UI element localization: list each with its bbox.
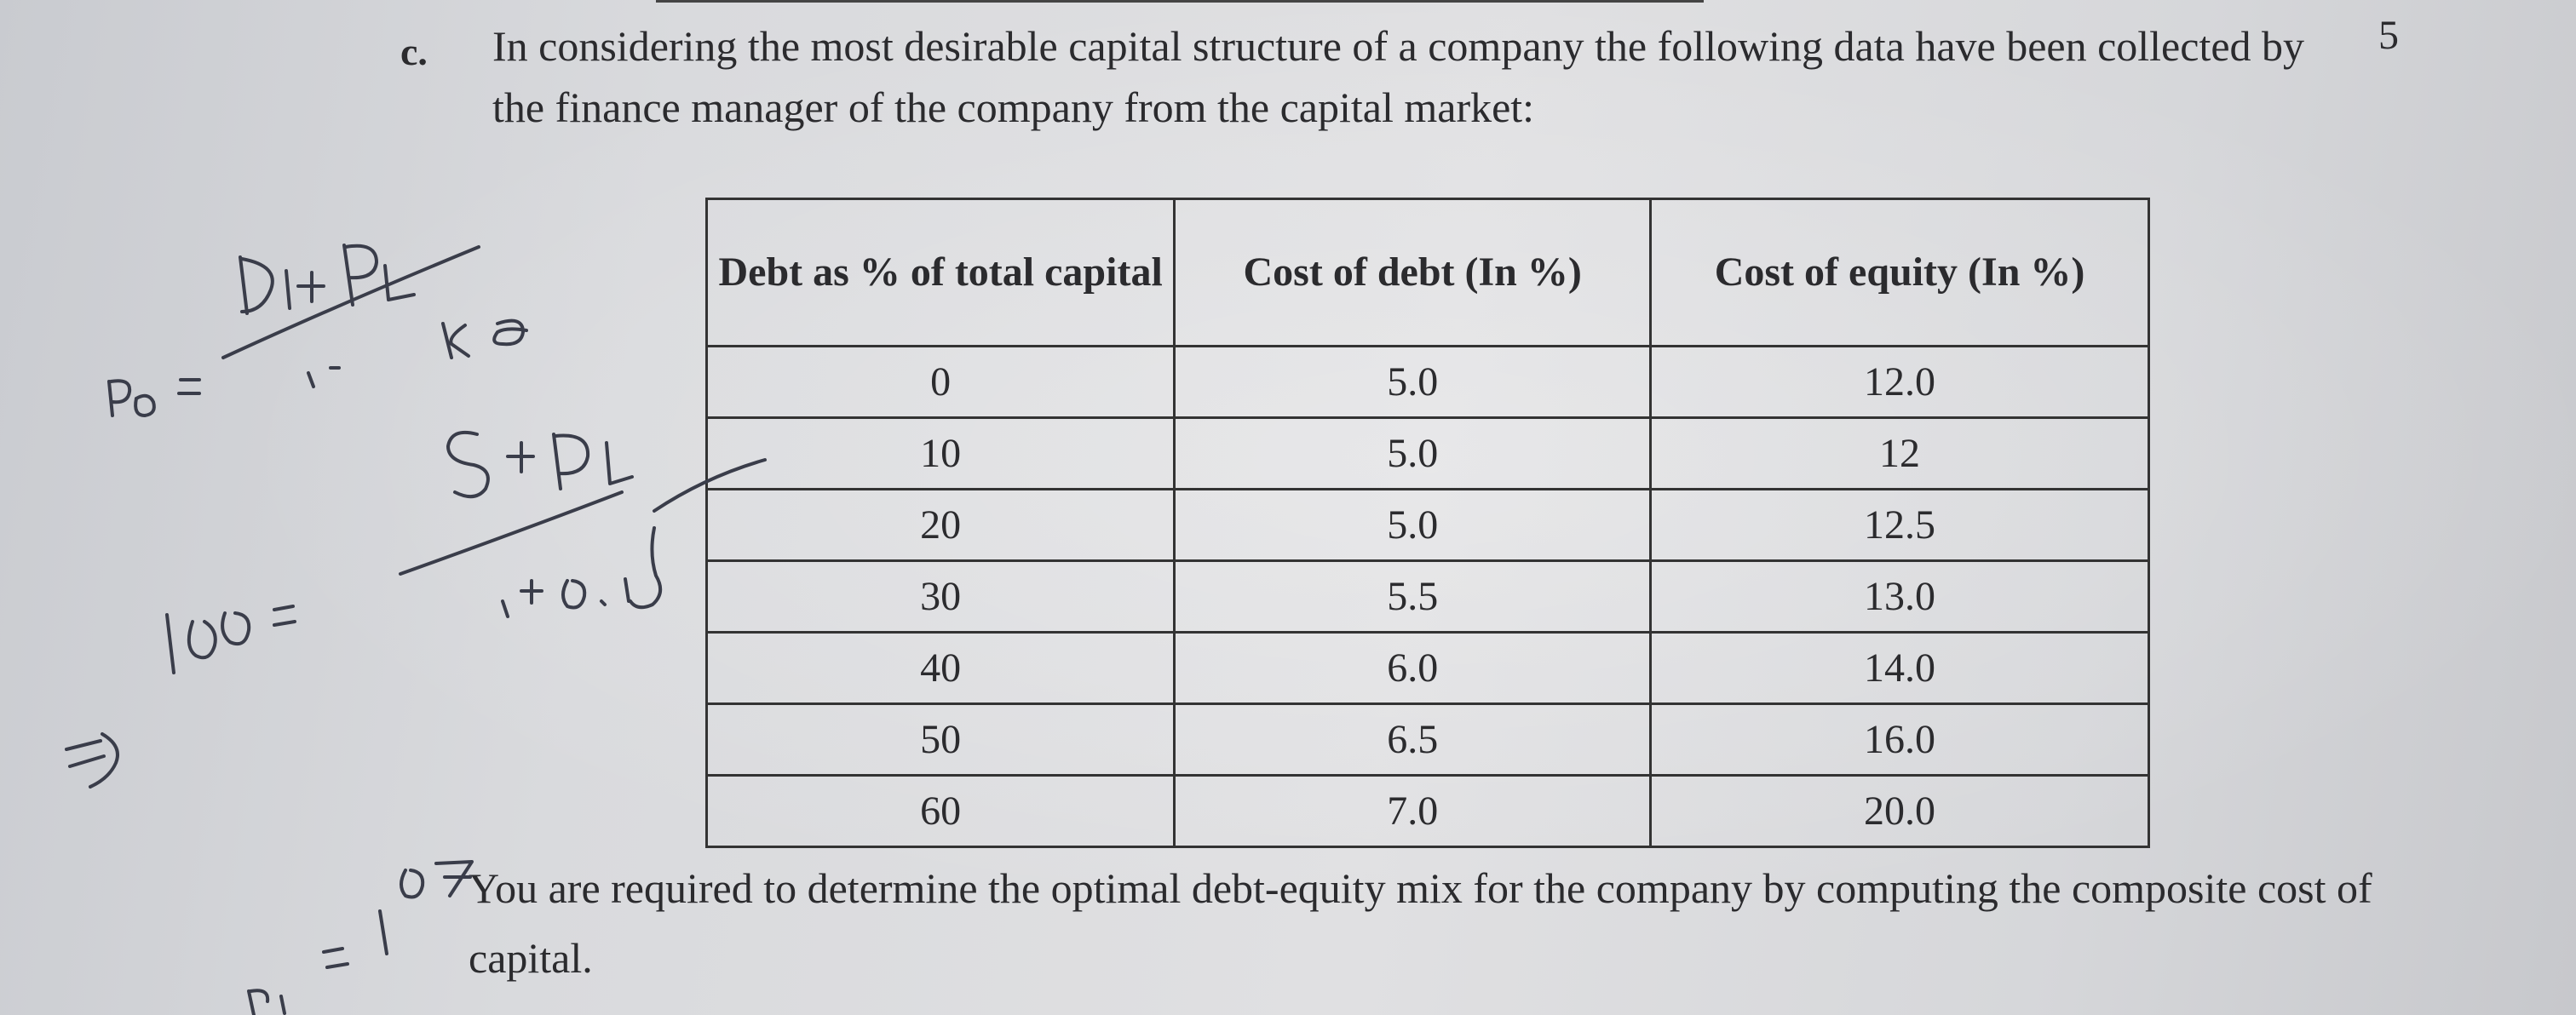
cell-cost-of-equity: 12.5 [1649,488,2150,562]
top-rule [656,0,1704,3]
question-intro: In considering the most desirable capita… [492,22,2305,131]
cell-cost-of-equity: 13.0 [1649,559,2150,634]
table-row: 60 7.0 20.0 [704,774,2150,848]
header-debt-percent: Debt as % of total capital [704,198,1176,347]
capital-structure-table: Debt as % of total capital Cost of debt … [704,198,2150,848]
table-row: 0 5.0 12.0 [704,345,2150,419]
cell-cost-of-equity: 16.0 [1649,702,2150,777]
cell-debt-percent: 30 [704,559,1176,634]
header-cost-of-debt: Cost of debt (In %) [1173,198,1653,347]
cell-cost-of-debt: 5.0 [1173,416,1653,490]
table-row: 30 5.5 13.0 [704,559,2150,634]
cell-debt-percent: 50 [704,702,1176,777]
table-row: 50 6.5 16.0 [704,702,2150,777]
question-requirement: You are required to determine the optima… [469,864,2372,982]
table-row: 10 5.0 12 [704,416,2150,490]
cell-debt-percent: 60 [704,774,1176,848]
table-row: 20 5.0 12.5 [704,488,2150,562]
question-label: c. [400,30,428,73]
cell-cost-of-debt: 6.5 [1173,702,1653,777]
cell-debt-percent: 20 [704,488,1176,562]
cell-cost-of-equity: 14.0 [1649,631,2150,705]
cell-cost-of-debt: 5.0 [1173,488,1653,562]
cell-cost-of-debt: 5.5 [1173,559,1653,634]
cell-debt-percent: 40 [704,631,1176,705]
table-header-row: Debt as % of total capital Cost of debt … [704,198,2150,347]
cell-cost-of-equity: 20.0 [1649,774,2150,848]
cell-cost-of-equity: 12 [1649,416,2150,490]
cell-debt-percent: 10 [704,416,1176,490]
cell-cost-of-debt: 5.0 [1173,345,1653,419]
header-cost-of-equity: Cost of equity (In %) [1649,198,2150,347]
cell-debt-percent: 0 [704,345,1176,419]
cell-cost-of-debt: 7.0 [1173,774,1653,848]
cell-cost-of-equity: 12.0 [1649,345,2150,419]
cell-cost-of-debt: 6.0 [1173,631,1653,705]
question-marks: 5 [2378,13,2399,58]
table-row: 40 6.0 14.0 [704,631,2150,705]
